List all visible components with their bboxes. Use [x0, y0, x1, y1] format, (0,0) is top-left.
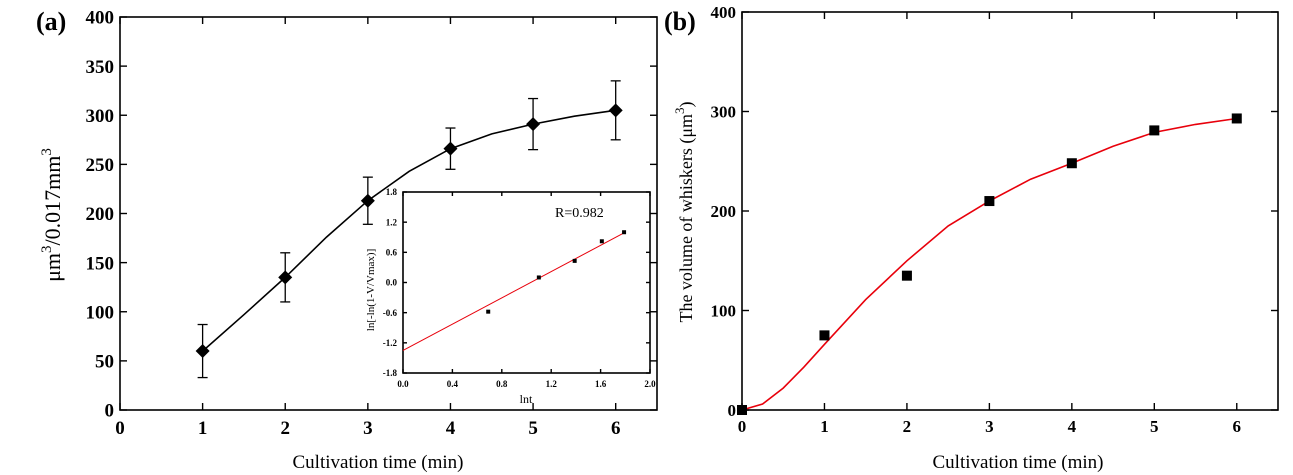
inset-fit-line — [402, 231, 626, 351]
a-data-point — [278, 270, 293, 285]
panel-label-b: (b) — [664, 7, 696, 36]
y-axis-label-a-sup2: 3 — [39, 148, 55, 156]
x-axis-label-b: Cultivation time (min) — [933, 452, 1104, 473]
inset-x-tick-label: 0.4 — [447, 379, 459, 389]
y-axis-label-b-end: ) — [676, 101, 697, 107]
a-x-tick-label: 1 — [198, 418, 208, 439]
b-x-tick-label: 5 — [1150, 417, 1159, 436]
y-axis-label-a-base: μm — [40, 253, 65, 282]
b-data-point — [1231, 113, 1242, 124]
a-data-point — [443, 141, 458, 156]
inset-data-point — [486, 309, 491, 314]
chart-panel-a: (a) Cultivation time (min) μm3/0.017mm3 … — [36, 7, 658, 473]
a-y-tick-label: 400 — [86, 8, 115, 29]
inset-y-axis-label: ln[-ln(1-V/Vmax)] — [365, 249, 377, 331]
inset-x-axis-label: lnt — [520, 392, 533, 406]
b-data-point — [737, 405, 747, 415]
a-x-tick-label: 0 — [115, 418, 125, 439]
inset-x-tick-label: 1.2 — [546, 379, 558, 389]
a-y-tick-label: 300 — [86, 106, 115, 127]
b-plot-frame — [741, 11, 1279, 411]
inset-annotation: R=0.982 — [555, 206, 604, 221]
inset-y-tick-label: 1.8 — [386, 187, 398, 197]
b-data-point — [984, 196, 995, 207]
b-x-tick-label: 6 — [1233, 417, 1242, 436]
a-y-tick-label: 350 — [86, 57, 115, 78]
x-axis-label-a: Cultivation time (min) — [293, 452, 464, 473]
y-axis-label-b: The volume of whiskers (μm3) — [672, 101, 697, 322]
a-series-fit-line — [202, 109, 616, 352]
inset-y-tick-label: 1.2 — [386, 217, 398, 227]
y-axis-label-b-base: The volume of whiskers (μm — [676, 114, 697, 323]
y-axis-label-a-mid: /0.017mm — [40, 156, 65, 246]
a-y-tick-label: 250 — [86, 155, 115, 176]
a-x-tick-label: 4 — [446, 418, 456, 439]
b-data-point — [1149, 125, 1160, 136]
b-x-tick-label: 2 — [903, 417, 912, 436]
inset-x-tick-label: 2.0 — [644, 379, 656, 389]
inset-y-tick-label: -0.6 — [383, 308, 398, 318]
b-y-tick-label: 300 — [711, 102, 737, 121]
inset-y-tick-label: -1.2 — [383, 338, 398, 348]
inset-x-tick-label: 1.6 — [595, 379, 607, 389]
a-data-point — [360, 193, 375, 208]
inset-y-tick-label: 0.0 — [386, 278, 398, 288]
marks-b — [737, 113, 1242, 415]
inset-chart: R=0.982 lnt ln[-ln(1-V/Vmax)] 0.0 0.4 0.8 1… — [365, 187, 656, 406]
b-data-point — [901, 270, 912, 281]
inset-y-tick-label: 0.6 — [386, 247, 398, 257]
marks-a — [195, 80, 623, 379]
axes-a: 0 1 2 3 4 5 6 0 50 100 150 200 250 300 350 400 — [86, 8, 658, 439]
inset-plot-frame — [402, 191, 651, 374]
b-y-tick-label: 400 — [711, 3, 737, 22]
a-data-point — [608, 103, 623, 118]
inset-x-tick-label: 0.8 — [496, 379, 508, 389]
inset-x-tick-label: 0.0 — [397, 379, 409, 389]
inset-y-tick-label: -1.8 — [383, 368, 398, 378]
b-series-fit-line — [741, 117, 1237, 411]
y-axis-label-a-sup1: 3 — [39, 245, 55, 253]
inset-axes: 0.0 0.4 0.8 1.2 1.6 2.0 -1.8 -1.2 -0.6 0.0 0.6 1.2 1… — [383, 187, 656, 389]
inset-data-point — [572, 258, 577, 263]
a-y-tick-label: 0 — [105, 401, 115, 422]
y-axis-label-a: μm3/0.017mm3 — [39, 148, 65, 282]
b-data-point — [819, 330, 830, 341]
inset-data-point — [599, 239, 604, 244]
a-x-tick-label: 2 — [280, 418, 290, 439]
chart-panel-b: (b) Cultivation time (min) The volume of… — [664, 3, 1279, 473]
inset-marks — [402, 230, 627, 351]
a-data-point — [195, 344, 210, 359]
a-x-tick-label: 6 — [611, 418, 621, 439]
b-x-tick-label: 0 — [738, 417, 747, 436]
a-x-tick-label: 5 — [528, 418, 538, 439]
b-data-point — [1066, 158, 1077, 169]
b-x-tick-label: 4 — [1068, 417, 1077, 436]
a-y-tick-label: 50 — [95, 352, 114, 373]
b-y-tick-label: 200 — [711, 202, 737, 221]
b-x-tick-label: 3 — [985, 417, 994, 436]
a-y-tick-label: 150 — [86, 253, 115, 274]
b-y-tick-label: 0 — [728, 401, 737, 420]
a-y-tick-label: 100 — [86, 302, 115, 323]
panel-label-a: (a) — [36, 7, 66, 36]
b-y-tick-label: 100 — [711, 301, 737, 320]
inset-data-point — [536, 275, 541, 280]
a-x-tick-label: 3 — [363, 418, 373, 439]
b-x-tick-label: 1 — [820, 417, 829, 436]
axes-b: 0 1 2 3 4 5 6 0 100 200 300 400 — [711, 3, 1279, 436]
y-axis-label-b-sup: 3 — [672, 107, 687, 114]
a-y-tick-label: 200 — [86, 204, 115, 225]
inset-data-point — [622, 230, 627, 235]
a-data-point — [526, 117, 541, 132]
